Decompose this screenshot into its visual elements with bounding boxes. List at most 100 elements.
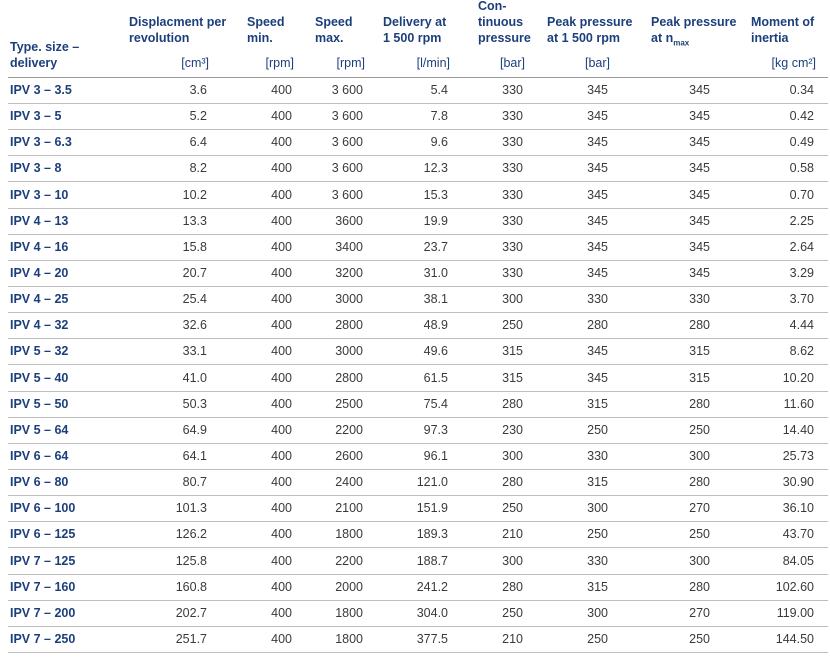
cell-value: 101.3 (175, 501, 207, 516)
cell-value: 3 600 (331, 135, 363, 150)
cell-value: 1800 (335, 631, 363, 646)
type-size: IPV 4 – 32 (10, 318, 69, 333)
cell-value: 400 (271, 501, 292, 516)
cell-value: 151.9 (416, 501, 448, 516)
row-rule (8, 417, 828, 418)
cell-value: 330 (502, 239, 523, 254)
header-unit: [rpm] (336, 56, 365, 70)
cell-value: 345 (689, 265, 710, 280)
cell-value: 400 (271, 161, 292, 176)
cell-value: 49.6 (423, 344, 448, 359)
cell-value: 400 (271, 579, 292, 594)
cell-value: 400 (271, 187, 292, 202)
cell-value: 330 (502, 161, 523, 176)
type-size: IPV 5 – 32 (10, 344, 69, 359)
cell-value: 251.7 (175, 631, 207, 646)
cell-value: 400 (271, 422, 292, 437)
cell-value: 241.2 (416, 579, 448, 594)
header-text: Peak pressure (547, 15, 633, 29)
cell-value: 315 (587, 579, 608, 594)
cell-value: 210 (502, 527, 523, 542)
cell-value: 300 (502, 448, 523, 463)
row-rule (8, 338, 828, 339)
type-size: IPV 3 – 3.5 (10, 83, 72, 97)
cell-value: 2100 (335, 501, 363, 516)
cell-value: 345 (689, 187, 710, 202)
cell-value: 315 (502, 370, 523, 385)
cell-value: 23.7 (423, 239, 448, 254)
cell-value: 330 (587, 553, 608, 568)
type-size: IPV 3 – 6.3 (10, 135, 72, 150)
cell-value: 1800 (335, 527, 363, 542)
cell-value: 250 (587, 527, 608, 542)
cell-value: 210 (502, 631, 523, 646)
row-rule (8, 600, 828, 601)
row-rule (8, 547, 828, 548)
cell-value: 6.4 (189, 135, 207, 150)
cell-value: 121.0 (416, 475, 448, 490)
cell-value: 315 (689, 344, 710, 359)
type-size: IPV 7 – 200 (10, 605, 76, 620)
type-size: IPV 4 – 16 (10, 239, 69, 254)
cell-value: 3.6 (189, 83, 207, 97)
header-text: inertia (751, 31, 789, 45)
cell-value: 2.25 (789, 213, 814, 228)
cell-value: 12.3 (423, 161, 448, 176)
cell-value: 345 (689, 83, 710, 97)
cell-value: 10.20 (782, 370, 814, 385)
header-unit: [rpm] (265, 56, 294, 70)
cell-value: 345 (587, 161, 608, 176)
header-text: pressure (478, 31, 531, 45)
cell-value: 144.50 (775, 631, 814, 646)
row-rule (8, 155, 828, 156)
cell-value: 400 (271, 344, 292, 359)
cell-value: 345 (587, 239, 608, 254)
cell-value: 400 (271, 631, 292, 646)
cell-value: 300 (689, 553, 710, 568)
row-rule (8, 103, 828, 104)
row-rule (8, 652, 828, 653)
cell-value: 50.3 (182, 396, 207, 411)
cell-value: 3 600 (331, 83, 363, 97)
type-size: IPV 6 – 64 (10, 448, 69, 463)
cell-value: 345 (587, 135, 608, 150)
header-text: at 1 500 rpm (547, 31, 620, 45)
cell-value: 32.6 (182, 318, 207, 333)
cell-value: 125.8 (175, 553, 207, 568)
type-size: IPV 4 – 13 (10, 213, 69, 228)
cell-value: 43.70 (782, 527, 814, 542)
row-rule (8, 286, 828, 287)
type-size: IPV 7 – 125 (10, 553, 76, 568)
type-size: IPV 6 – 125 (10, 527, 76, 542)
cell-value: 345 (689, 213, 710, 228)
header-text: at nmax (651, 31, 690, 48)
cell-value: 304.0 (416, 605, 448, 620)
cell-value: 119.00 (776, 605, 814, 620)
row-rule (8, 521, 828, 522)
cell-value: 33.1 (182, 344, 207, 359)
cell-value: 31.0 (423, 265, 448, 280)
row-rule (8, 312, 828, 313)
row-rule (8, 626, 828, 627)
cell-value: 2200 (335, 553, 363, 568)
row-rule (8, 495, 828, 496)
type-size: IPV 4 – 25 (10, 292, 69, 307)
cell-value: 400 (271, 553, 292, 568)
cell-value: 345 (587, 370, 608, 385)
type-size: IPV 3 – 8 (10, 161, 62, 176)
cell-value: 3200 (335, 265, 363, 280)
header-text: Peak pressure (651, 15, 737, 29)
cell-value: 400 (271, 527, 292, 542)
type-size: IPV 6 – 100 (10, 501, 76, 516)
cell-value: 345 (689, 161, 710, 176)
cell-value: 8.62 (789, 344, 814, 359)
cell-value: 345 (587, 109, 608, 124)
cell-value: 0.58 (789, 161, 814, 176)
cell-value: 41.0 (182, 370, 207, 385)
cell-value: 15.3 (423, 187, 448, 202)
cell-value: 36.10 (782, 501, 814, 516)
row-rule (8, 443, 828, 444)
cell-value: 345 (689, 239, 710, 254)
cell-value: 15.8 (182, 239, 207, 254)
cell-value: 377.5 (416, 631, 448, 646)
